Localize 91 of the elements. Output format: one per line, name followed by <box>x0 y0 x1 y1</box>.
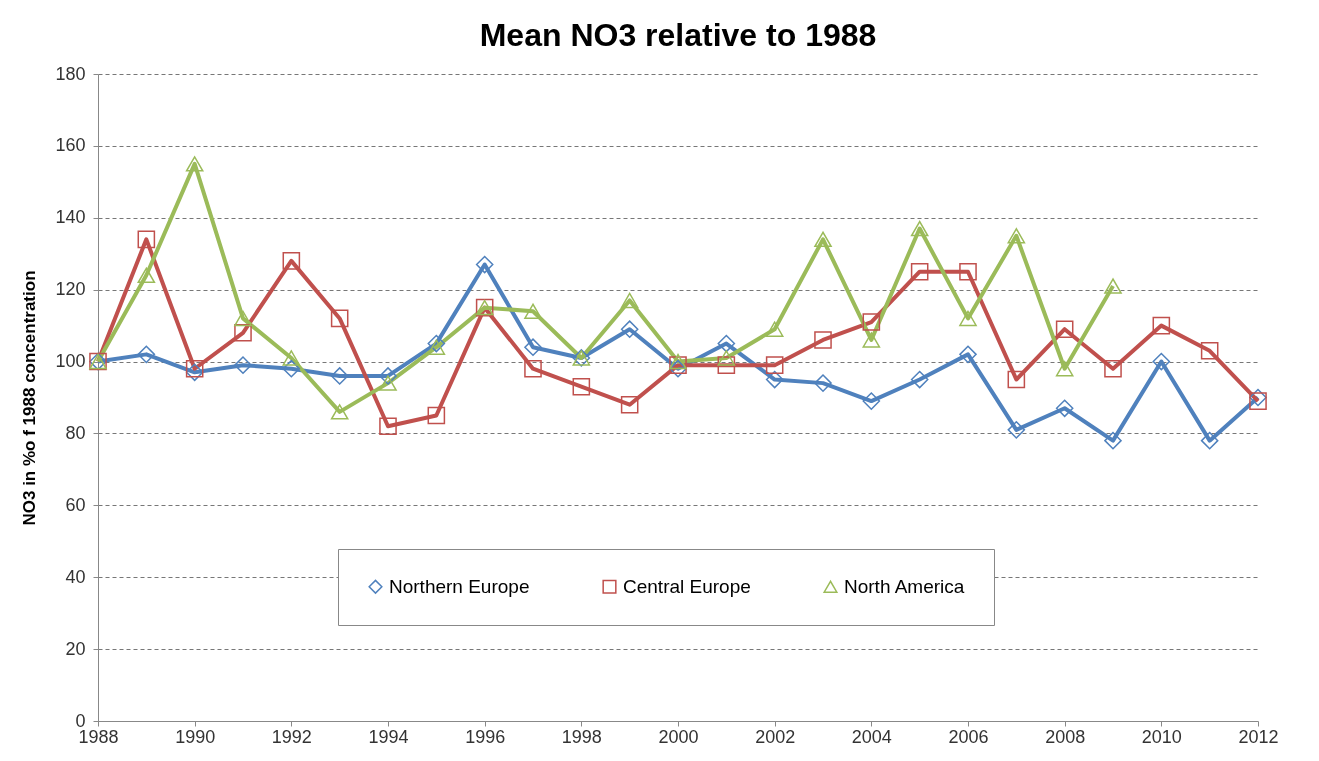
x-tick-label: 2002 <box>755 726 796 747</box>
x-tick-label: 1992 <box>271 726 312 747</box>
point <box>1249 388 1267 407</box>
x-tick-label: 2010 <box>1141 726 1182 747</box>
x-tick-label: 2008 <box>1045 726 1086 747</box>
x-tick-label: 1998 <box>561 726 602 747</box>
point <box>765 370 784 389</box>
x-tick-label: 2004 <box>851 726 892 747</box>
chart-title: Mean NO3 relative to 1988 <box>479 17 877 53</box>
point <box>427 334 446 353</box>
point <box>1104 359 1122 378</box>
point <box>717 350 736 366</box>
point <box>1152 352 1171 371</box>
point <box>669 359 687 378</box>
point <box>572 377 591 396</box>
point <box>1200 341 1219 360</box>
x-tick-label: 1996 <box>465 726 506 747</box>
point <box>1104 431 1122 450</box>
point <box>814 231 832 248</box>
y-tick-label: 60 <box>65 494 86 515</box>
point <box>282 359 301 378</box>
point <box>330 309 349 328</box>
point <box>814 374 832 392</box>
point <box>765 321 784 337</box>
point <box>910 220 929 237</box>
point <box>669 356 687 374</box>
point <box>185 363 204 382</box>
x-tick-label: 2012 <box>1238 726 1279 747</box>
point <box>620 320 639 339</box>
point <box>669 353 687 370</box>
point <box>282 252 301 270</box>
legend-label: Central Europe <box>623 575 751 597</box>
point <box>524 303 542 319</box>
point <box>234 356 252 374</box>
point <box>1055 361 1074 377</box>
point <box>330 404 349 420</box>
point <box>1104 278 1122 294</box>
x-tick-label: 2006 <box>948 726 989 747</box>
point <box>717 356 736 374</box>
point <box>1200 431 1219 450</box>
point <box>330 367 349 385</box>
legend-label: Northern Europe <box>389 575 530 597</box>
point <box>475 255 494 274</box>
point <box>427 339 446 355</box>
point <box>524 338 542 356</box>
point <box>1007 421 1026 439</box>
point <box>959 262 977 281</box>
x-tick-label: 2000 <box>658 726 699 747</box>
point <box>1055 399 1074 418</box>
point <box>137 345 156 364</box>
y-tick-label: 140 <box>55 207 86 228</box>
point <box>1007 228 1026 244</box>
x-tick-label: 1990 <box>175 726 216 747</box>
point <box>137 230 156 249</box>
y-tick-label: 180 <box>55 63 86 84</box>
point <box>185 156 204 172</box>
point <box>862 313 881 331</box>
legend-label: North America <box>844 575 965 597</box>
point <box>379 417 397 436</box>
point <box>959 345 977 364</box>
point <box>765 356 784 374</box>
point <box>1055 320 1074 339</box>
y-tick-label: 120 <box>55 279 86 300</box>
point <box>620 395 639 414</box>
point <box>1007 370 1026 389</box>
y-tick-label: 20 <box>65 638 86 659</box>
y-tick-label: 100 <box>55 351 86 372</box>
point <box>379 375 397 391</box>
point <box>185 359 204 378</box>
point <box>234 310 252 327</box>
point <box>959 310 977 327</box>
point <box>234 323 252 342</box>
point <box>282 350 301 366</box>
y-tick-label: 160 <box>55 135 86 156</box>
point <box>379 367 397 385</box>
y-tick-label: 40 <box>65 566 86 587</box>
point <box>524 359 542 378</box>
x-tick-label: 1994 <box>368 726 409 747</box>
point <box>910 262 929 281</box>
point <box>814 331 832 349</box>
point <box>137 267 156 284</box>
point <box>717 334 736 353</box>
point <box>427 406 446 425</box>
point <box>1249 392 1267 410</box>
point <box>862 332 881 348</box>
point <box>862 392 881 410</box>
y-axis-title: NO3 in %o f 1988 concentration <box>20 270 40 526</box>
point <box>910 370 929 389</box>
y-tick-label: 80 <box>65 422 86 443</box>
point <box>1152 316 1171 335</box>
point <box>620 292 639 309</box>
